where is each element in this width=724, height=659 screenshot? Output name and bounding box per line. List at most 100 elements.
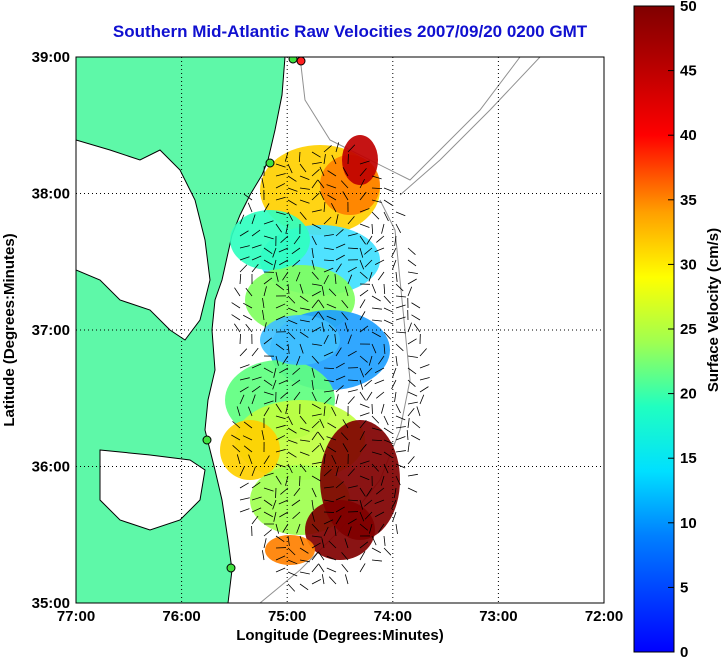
velocity-arrow <box>248 454 253 465</box>
velocity-arrow <box>327 422 337 429</box>
velocity-arrow <box>275 196 286 201</box>
velocity-arrow <box>311 367 315 378</box>
velocity-arrow <box>232 421 241 429</box>
velocity-arrow <box>374 259 385 265</box>
velocity-arrow <box>275 523 280 534</box>
velocity-arrow <box>376 235 385 243</box>
y-tick-label: 37:00 <box>32 322 70 339</box>
velocity-arrow <box>287 283 290 294</box>
velocity-arrow <box>371 463 380 472</box>
y-tick-label: 38:00 <box>32 186 70 203</box>
velocity-arrow <box>311 151 321 158</box>
velocity-arrow <box>374 367 385 374</box>
velocity-arrow <box>394 391 397 402</box>
velocity-arrow <box>311 223 322 230</box>
velocity-arrow <box>359 168 367 177</box>
velocity-arrow <box>287 331 296 340</box>
velocity-arrow <box>383 547 392 556</box>
velocity-arrow <box>323 367 335 370</box>
velocity-arrow <box>311 563 319 573</box>
velocity-arrow <box>359 430 365 441</box>
velocity-arrow <box>311 511 315 522</box>
velocity-arrow <box>287 343 290 354</box>
velocity-arrow <box>359 551 366 561</box>
velocity-arrow <box>251 515 259 525</box>
velocity-arrow <box>383 295 391 304</box>
velocity-arrow <box>335 214 339 225</box>
velocity-arrow <box>236 454 241 465</box>
velocity-arrow <box>299 535 304 546</box>
velocity-arrow <box>321 538 325 549</box>
velocity-arrow <box>359 487 366 497</box>
velocity-arrow <box>331 454 337 465</box>
velocity-arrow <box>334 526 337 537</box>
velocity-arrow <box>292 367 301 375</box>
map-title: Southern Mid-Atlantic Raw Velocities 200… <box>112 22 588 41</box>
velocity-arrow <box>371 319 382 322</box>
velocity-arrow <box>328 324 337 333</box>
velocity-arrow <box>342 191 349 201</box>
velocity-arrow <box>287 175 297 182</box>
velocity-arrow <box>383 199 393 206</box>
velocity-arrow <box>319 442 325 453</box>
velocity-arrow <box>311 283 322 287</box>
velocity-arrow <box>344 322 349 333</box>
velocity-arrow <box>279 259 289 266</box>
velocity-arrow <box>239 364 250 369</box>
velocity-arrow <box>261 430 265 441</box>
velocity-arrow <box>359 499 364 510</box>
velocity-arrow <box>239 377 250 381</box>
velocity-arrow <box>347 233 358 237</box>
velocity-arrow <box>263 367 273 374</box>
velocity-arrow <box>311 444 320 453</box>
velocity-arrow <box>311 523 320 532</box>
colorbar-tick-label: 45 <box>680 63 697 80</box>
velocity-arrow <box>239 482 249 489</box>
velocity-arrow <box>407 355 418 358</box>
velocity-arrow <box>334 334 337 345</box>
velocity-arrow <box>242 435 253 441</box>
velocity-arrow <box>347 247 359 250</box>
velocity-arrow <box>311 179 319 189</box>
velocity-arrow <box>323 499 334 503</box>
velocity-arrow <box>287 187 298 192</box>
velocity-arrow <box>347 379 359 382</box>
velocity-arrow <box>311 391 317 402</box>
velocity-arrow <box>251 347 259 357</box>
velocity-arrow <box>395 211 406 217</box>
velocity-arrow <box>323 234 334 237</box>
velocity-arrow <box>318 299 325 309</box>
velocity-arrow <box>299 583 309 591</box>
velocity-arrow <box>287 583 296 592</box>
velocity-arrow <box>311 420 320 429</box>
velocity-arrow <box>374 379 385 385</box>
velocity-arrow <box>342 167 349 177</box>
velocity-arrow <box>378 355 385 365</box>
velocity-arrow <box>407 247 416 255</box>
velocity-arrow <box>330 202 337 213</box>
velocity-arrow <box>407 487 418 493</box>
velocity-arrow <box>326 303 337 309</box>
velocity-arrow <box>287 439 298 444</box>
velocity-arrow <box>275 355 279 366</box>
velocity-arrow <box>347 468 356 477</box>
velocity-arrow <box>378 523 385 533</box>
velocity-arrow <box>371 331 381 338</box>
velocity-arrow <box>234 323 241 333</box>
velocity-color-patch <box>260 315 340 365</box>
velocity-arrow <box>239 394 245 405</box>
velocity-arrow <box>334 274 337 285</box>
velocity-arrow <box>287 463 293 474</box>
velocity-arrow <box>299 343 304 354</box>
velocity-arrow <box>311 403 321 410</box>
velocity-arrow <box>407 456 415 465</box>
velocity-arrow <box>263 277 273 285</box>
velocity-arrow <box>395 223 402 234</box>
velocity-arrow <box>371 187 383 190</box>
colorbar <box>633 5 675 653</box>
velocity-arrow <box>375 487 385 495</box>
colorbar-tick-label: 35 <box>680 192 697 209</box>
velocity-arrow <box>364 499 373 507</box>
velocity-arrow <box>275 567 286 573</box>
